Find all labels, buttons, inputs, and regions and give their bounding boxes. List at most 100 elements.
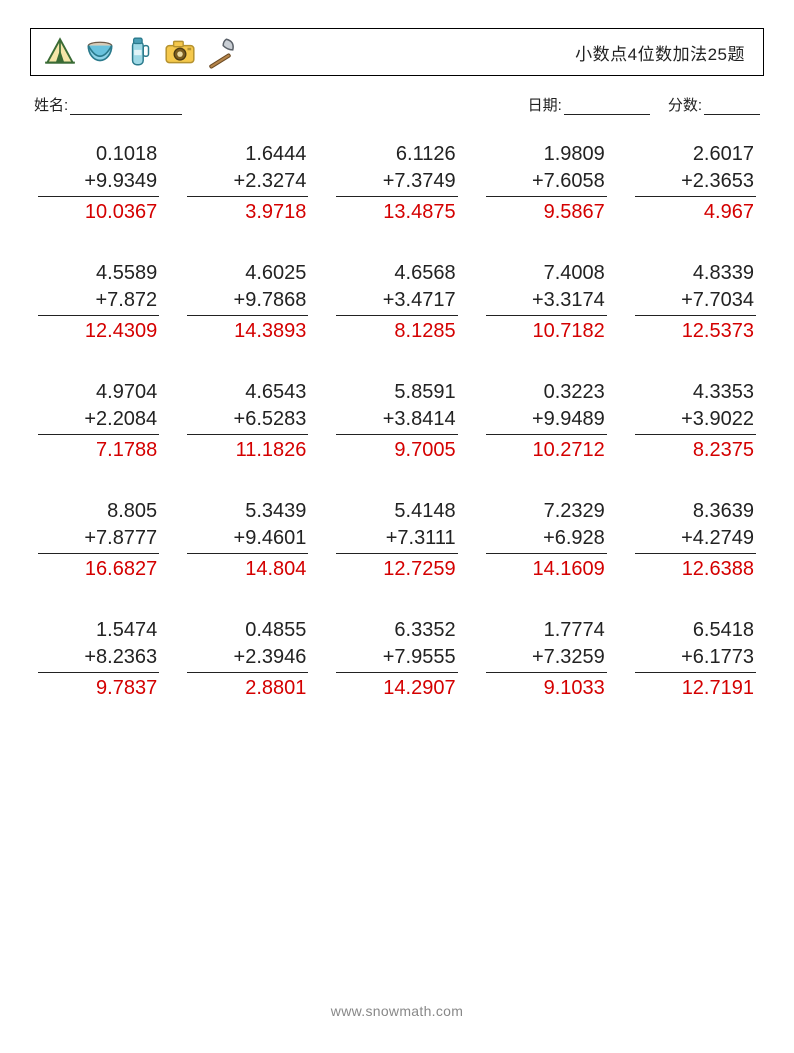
answer: 8.1285	[394, 318, 457, 345]
problem: 6.1126+7.374913.4875	[336, 141, 457, 226]
operand-2: +6.5283	[187, 406, 308, 435]
operand-2: +9.9489	[486, 406, 607, 435]
answer: 16.6827	[85, 556, 159, 583]
answer: 8.2375	[693, 437, 756, 464]
operand-1: 1.5474	[96, 617, 159, 644]
answer: 9.5867	[544, 199, 607, 226]
operand-1: 4.6025	[245, 260, 308, 287]
operand-1: 4.8339	[693, 260, 756, 287]
answer: 12.4309	[85, 318, 159, 345]
answer: 12.7259	[383, 556, 457, 583]
score-field: 分数:	[668, 94, 760, 115]
axe-icon	[203, 35, 237, 69]
operand-1: 5.4148	[394, 498, 457, 525]
operand-1: 7.2329	[544, 498, 607, 525]
answer: 9.1033	[544, 675, 607, 702]
operand-1: 1.9809	[544, 141, 607, 168]
operand-1: 6.5418	[693, 617, 756, 644]
operand-1: 4.9704	[96, 379, 159, 406]
operand-2: +8.2363	[38, 644, 159, 673]
problem: 1.5474+8.23639.7837	[38, 617, 159, 702]
operand-2: +3.8414	[336, 406, 457, 435]
operand-1: 4.6543	[245, 379, 308, 406]
operand-1: 7.4008	[544, 260, 607, 287]
operand-1: 6.1126	[396, 141, 458, 168]
answer: 14.3893	[234, 318, 308, 345]
answer: 9.7837	[96, 675, 159, 702]
operand-1: 1.6444	[245, 141, 308, 168]
operand-2: +2.3653	[635, 168, 756, 197]
answer: 12.5373	[682, 318, 756, 345]
problem: 0.4855+2.39462.8801	[187, 617, 308, 702]
answer: 11.1826	[236, 437, 309, 464]
problem: 5.4148+7.311112.7259	[336, 498, 457, 583]
problem: 7.2329+6.92814.1609	[486, 498, 607, 583]
problem: 2.6017+2.36534.967	[635, 141, 756, 226]
problem: 4.5589+7.87212.4309	[38, 260, 159, 345]
answer: 14.1609	[533, 556, 607, 583]
problem: 4.8339+7.703412.5373	[635, 260, 756, 345]
operand-2: +7.3111	[336, 525, 457, 554]
problem: 0.1018+9.934910.0367	[38, 141, 159, 226]
operand-1: 8.3639	[693, 498, 756, 525]
problem: 7.4008+3.317410.7182	[486, 260, 607, 345]
answer: 10.7182	[533, 318, 607, 345]
problem: 8.805+7.877716.6827	[38, 498, 159, 583]
answer: 12.7191	[682, 675, 756, 702]
operand-2: +3.3174	[486, 287, 607, 316]
operand-1: 4.5589	[96, 260, 159, 287]
tent-icon	[43, 35, 77, 69]
answer: 3.9718	[245, 199, 308, 226]
operand-2: +4.2749	[635, 525, 756, 554]
operand-1: 6.3352	[394, 617, 457, 644]
answer: 13.4875	[383, 199, 457, 226]
thermos-icon	[123, 35, 157, 69]
date-field: 日期:	[528, 94, 650, 115]
operand-2: +2.3946	[187, 644, 308, 673]
answer: 4.967	[704, 199, 756, 226]
name-label: 姓名:	[34, 94, 68, 115]
operand-2: +6.1773	[635, 644, 756, 673]
operand-1: 5.3439	[245, 498, 308, 525]
problem: 6.5418+6.177312.7191	[635, 617, 756, 702]
problem: 1.7774+7.32599.1033	[486, 617, 607, 702]
problem: 4.6568+3.47178.1285	[336, 260, 457, 345]
worksheet-page: 小数点4位数加法25题 姓名: 日期: 分数: 0.1018+9.934910.…	[0, 0, 794, 1053]
answer: 10.2712	[533, 437, 607, 464]
operand-1: 0.4855	[245, 617, 308, 644]
score-label: 分数:	[668, 94, 702, 115]
date-blank	[564, 100, 650, 115]
answer: 9.7005	[394, 437, 457, 464]
operand-1: 4.6568	[394, 260, 457, 287]
problem: 1.9809+7.60589.5867	[486, 141, 607, 226]
operand-2: +3.4717	[336, 287, 457, 316]
operand-1: 5.8591	[394, 379, 457, 406]
problem: 5.3439+9.460114.804	[187, 498, 308, 583]
problem: 0.3223+9.948910.2712	[486, 379, 607, 464]
footer-url: www.snowmath.com	[0, 1003, 794, 1019]
problem: 4.3353+3.90228.2375	[635, 379, 756, 464]
name-field: 姓名:	[34, 94, 182, 115]
operand-2: +7.9555	[336, 644, 457, 673]
operand-2: +9.7868	[187, 287, 308, 316]
operand-2: +2.2084	[38, 406, 159, 435]
answer: 12.6388	[682, 556, 756, 583]
operand-2: +7.6058	[486, 168, 607, 197]
operand-2: +3.9022	[635, 406, 756, 435]
operand-2: +7.8777	[38, 525, 159, 554]
operand-2: +7.3749	[336, 168, 457, 197]
operand-2: +2.3274	[187, 168, 308, 197]
operand-2: +9.4601	[187, 525, 308, 554]
bowl-icon	[83, 35, 117, 69]
problem: 1.6444+2.32743.9718	[187, 141, 308, 226]
header-box: 小数点4位数加法25题	[30, 28, 764, 76]
answer: 7.1788	[96, 437, 159, 464]
operand-2: +7.872	[38, 287, 159, 316]
problem: 4.9704+2.20847.1788	[38, 379, 159, 464]
answer: 2.8801	[245, 675, 308, 702]
answer: 14.804	[245, 556, 308, 583]
problem: 6.3352+7.955514.2907	[336, 617, 457, 702]
score-blank	[704, 100, 760, 115]
answer: 14.2907	[383, 675, 457, 702]
answer: 10.0367	[85, 199, 159, 226]
